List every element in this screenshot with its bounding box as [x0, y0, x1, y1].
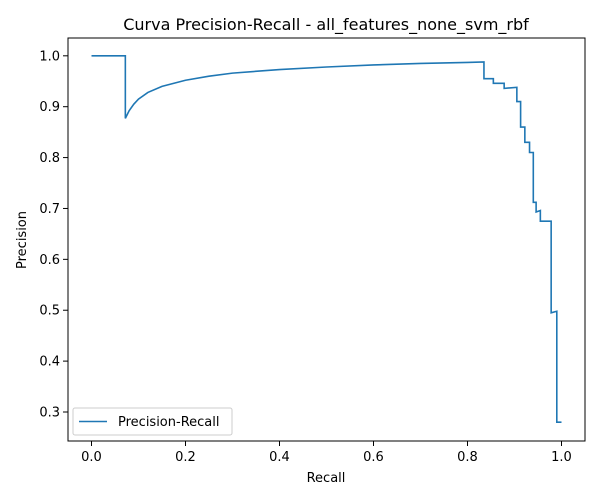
x-tick-label: 0.4: [269, 450, 290, 465]
y-axis-label: Precision: [15, 211, 30, 269]
x-tick-label: 0.2: [175, 450, 196, 465]
legend-label: Precision-Recall: [118, 415, 219, 430]
x-tick-label: 1.0: [551, 450, 572, 465]
y-tick-label: 0.6: [39, 253, 60, 268]
legend-box: [72, 407, 233, 436]
y-tick-label: 0.4: [39, 355, 60, 370]
y-tick-label: 0.5: [39, 304, 60, 319]
y-tick-label: 0.3: [39, 405, 60, 420]
precision-recall-line: [91, 55, 562, 423]
x-tick-label: 0.0: [81, 450, 102, 465]
x-tick-label: 0.6: [363, 450, 384, 465]
chart-title: Curva Precision-Recall - all_features_no…: [123, 15, 529, 35]
x-axis-label: Recall: [307, 471, 346, 486]
y-axis-ticks: 0.3 0.4 0.5 0.6 0.7 0.8 0.9 1.0: [39, 49, 68, 420]
x-tick-label: 0.8: [457, 450, 478, 465]
y-tick-label: 1.0: [39, 49, 60, 64]
x-axis-ticks: 0.0 0.2 0.4 0.6 0.8 1.0: [81, 441, 572, 465]
y-tick-label: 0.8: [39, 151, 60, 166]
plot-area: [67, 37, 586, 442]
y-tick-label: 0.9: [39, 100, 60, 115]
y-tick-label: 0.7: [39, 202, 60, 217]
legend: Precision-Recall: [72, 407, 233, 436]
